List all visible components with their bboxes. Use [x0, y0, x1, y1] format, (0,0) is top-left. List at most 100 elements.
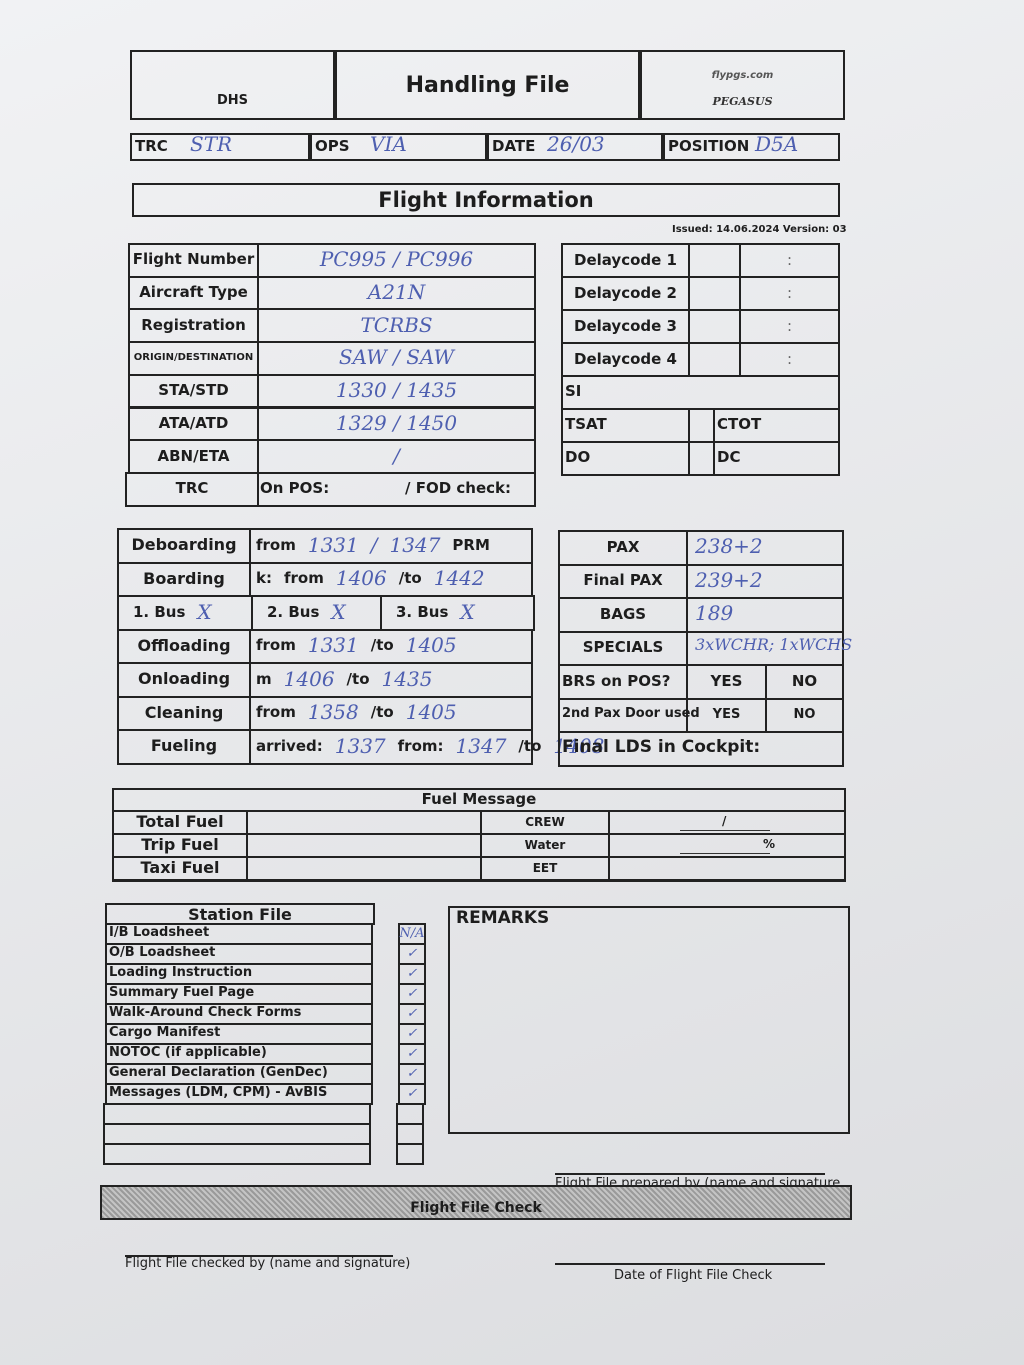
- ops-text: PRM: [452, 535, 490, 554]
- delay-cell: [688, 276, 741, 311]
- cell: [246, 810, 482, 835]
- logo-cell: [130, 50, 335, 120]
- delay-sep: :: [786, 316, 793, 335]
- ops-values: m 1406/to 1435: [256, 662, 528, 696]
- cell: [688, 408, 715, 443]
- handwritten-time: 1331: [307, 633, 359, 658]
- no-option: NO: [793, 706, 816, 722]
- cell: [558, 731, 844, 767]
- info-value: D5A: [755, 132, 799, 156]
- si-cell: [561, 375, 840, 410]
- form-title: Handling File: [405, 72, 570, 98]
- cell: [713, 441, 840, 476]
- ops-label: Boarding: [143, 568, 225, 588]
- pax-label: SPECIALS: [582, 638, 664, 657]
- delay-label: Delaycode 3: [574, 316, 677, 335]
- fuel-mid-label: EET: [532, 860, 558, 875]
- ops-text: /to: [370, 703, 394, 722]
- check-cell: [396, 1143, 424, 1165]
- ops-text: k:: [256, 569, 272, 588]
- pax-value: 189: [695, 601, 734, 625]
- info-label: TRC: [135, 137, 168, 155]
- handwritten-check: ✓: [406, 1065, 418, 1081]
- handwritten-time: 1408: [553, 733, 605, 758]
- cell: [608, 833, 846, 858]
- cell: [246, 856, 482, 881]
- delay-cell: [688, 342, 741, 377]
- handwritten-check: ✓: [406, 1005, 418, 1021]
- handwritten-check: N/A: [399, 925, 425, 941]
- flight-value: 1329 / 1450: [335, 410, 458, 435]
- fuel-unit: /: [722, 814, 727, 828]
- flight-label: STA/STD: [158, 381, 229, 400]
- handwritten-time: 1405: [405, 633, 457, 658]
- fuel-mid-label: CREW: [525, 814, 565, 829]
- no-option: NO: [791, 671, 818, 690]
- signature-line: [555, 1173, 825, 1175]
- info-value: VIA: [370, 132, 407, 156]
- info-label: DATE: [492, 137, 536, 155]
- ops-text: /to: [518, 736, 542, 755]
- check-cell: [396, 1103, 424, 1125]
- flight-label: ATA/ATD: [158, 413, 229, 432]
- ops-label: Cleaning: [144, 702, 224, 722]
- bus: 3. Bus X: [396, 595, 475, 629]
- handwritten-time: 1405: [405, 700, 457, 725]
- flight-value: A21N: [367, 280, 426, 305]
- ops-text: m: [256, 669, 272, 688]
- ops-text: /to: [346, 669, 370, 688]
- checked-label: Flight File checked by (name and signatu…: [125, 1256, 411, 1271]
- fuel-unit: %: [763, 837, 776, 851]
- handwritten-time: 1406: [283, 666, 335, 691]
- ops-value-cell: [249, 729, 533, 765]
- ops-label: Deboarding: [131, 535, 237, 555]
- flight-label: ABN/ETA: [157, 446, 230, 465]
- cell: [103, 1103, 371, 1125]
- handwritten-check: ✓: [406, 1085, 418, 1101]
- ops-text: arrived:: [256, 736, 323, 755]
- station-item: Walk-Around Check Forms: [109, 1005, 302, 1020]
- ops-values: from 1331 / 1347 PRM: [256, 528, 528, 562]
- yes-no-label: 2nd Pax Door used: [562, 705, 700, 721]
- trc-label: TRC: [175, 479, 209, 498]
- station-title: Station File: [188, 904, 292, 924]
- handwritten-check: ✓: [406, 965, 418, 981]
- handwritten-check: ✓: [406, 945, 418, 961]
- yes-no-label: BRS on POS?: [562, 672, 671, 690]
- station-item: Cargo Manifest: [109, 1025, 221, 1040]
- ops-text: from: [283, 569, 324, 588]
- logo-cell: [640, 50, 845, 120]
- ops-text: from:: [397, 736, 444, 755]
- delay-label: Delaycode 2: [574, 283, 677, 302]
- info-cell: [130, 133, 310, 161]
- handwritten-time: 1331: [307, 532, 359, 557]
- station-item: O/B Loadsheet: [109, 945, 216, 960]
- si-label: SI: [565, 382, 582, 400]
- bus-label: 2. Bus: [267, 602, 320, 621]
- ctot-label: CTOT: [717, 415, 762, 433]
- ops-text: /to: [370, 636, 394, 655]
- delay-sep: :: [786, 250, 793, 269]
- handwritten-time: 1347: [389, 532, 441, 557]
- info-cell: [310, 133, 487, 161]
- handwritten-check: ✓: [406, 985, 418, 1001]
- station-item: Loading Instruction: [109, 965, 253, 980]
- final-lds-label: Final LDS in Cockpit:: [562, 737, 761, 757]
- flight-label: Aircraft Type: [139, 283, 248, 302]
- on-pos-label: On POS:: [260, 478, 330, 497]
- flight-value: PC995 / PC996: [319, 247, 474, 272]
- ops-text: from: [256, 703, 296, 722]
- info-value: 26/03: [547, 132, 605, 156]
- delay-label: Delaycode 1: [574, 250, 677, 269]
- cell: [608, 810, 846, 835]
- logo-left: DHS: [216, 92, 249, 108]
- fuel-label: Total Fuel: [136, 812, 224, 831]
- pax-label: PAX: [606, 537, 640, 556]
- station-item: General Declaration (GenDec): [109, 1065, 328, 1080]
- pax-label: Final PAX: [583, 571, 663, 590]
- station-item: NOTOC (if applicable): [109, 1045, 267, 1060]
- station-item: Summary Fuel Page: [109, 985, 255, 1000]
- check-bar-label: Flight File Check: [410, 1199, 542, 1216]
- remarks-box: [448, 906, 850, 1134]
